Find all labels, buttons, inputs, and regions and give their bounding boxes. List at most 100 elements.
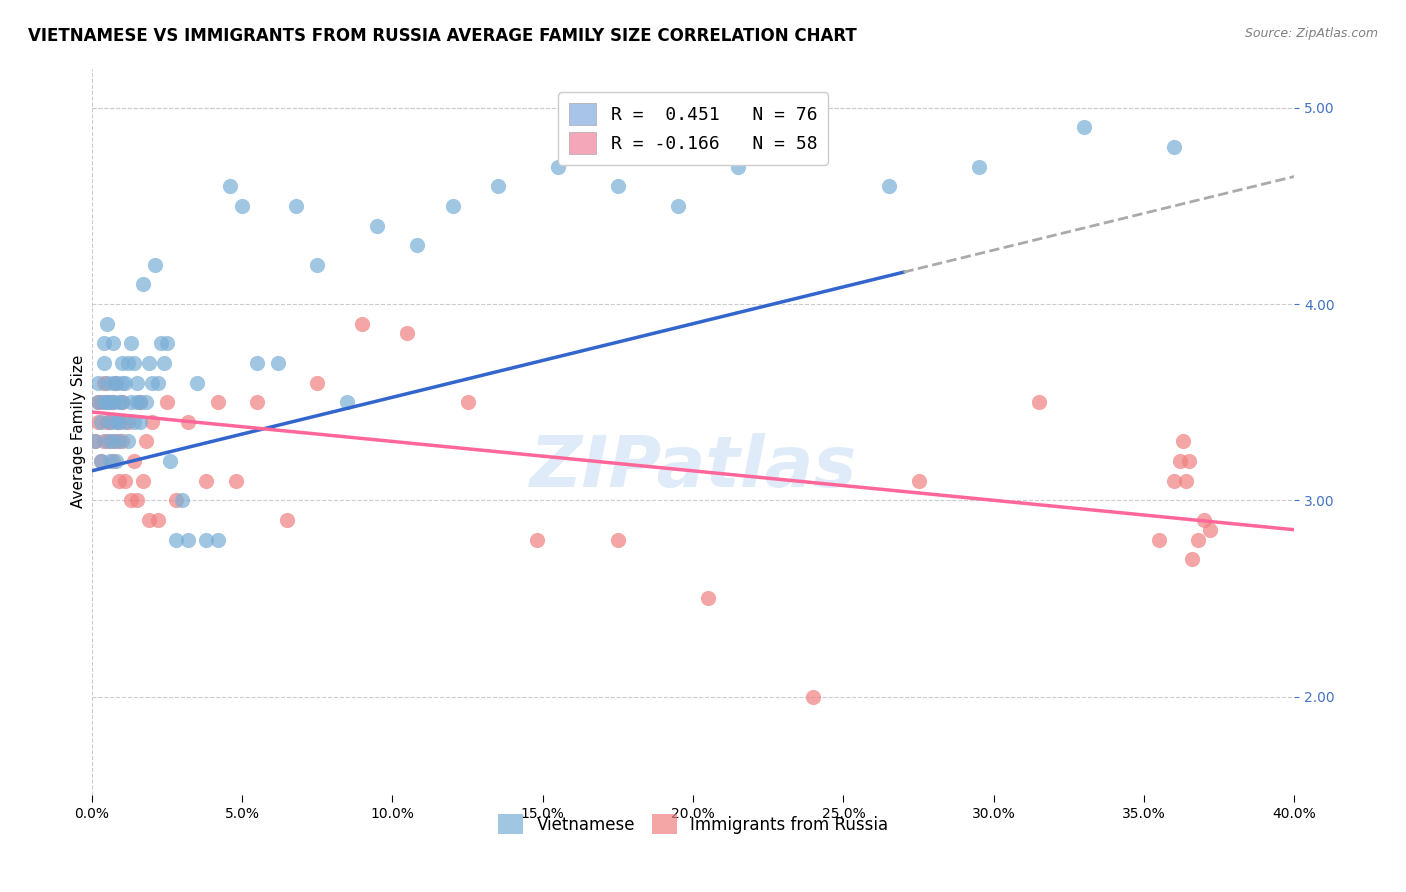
Point	[967, 160, 990, 174]
Point	[1147, 533, 1170, 547]
Point	[195, 533, 218, 547]
Point	[125, 493, 148, 508]
Point	[149, 336, 172, 351]
Point	[138, 513, 160, 527]
Point	[129, 415, 152, 429]
Point	[336, 395, 359, 409]
Point	[307, 258, 329, 272]
Point	[104, 415, 127, 429]
Point	[96, 395, 118, 409]
Point	[114, 376, 136, 390]
Text: ZIPatlas: ZIPatlas	[530, 434, 856, 502]
Point	[186, 376, 208, 390]
Point	[108, 415, 131, 429]
Point	[526, 533, 548, 547]
Point	[441, 199, 464, 213]
Point	[396, 326, 419, 341]
Point	[877, 179, 900, 194]
Point	[93, 395, 115, 409]
Point	[141, 415, 163, 429]
Point	[125, 376, 148, 390]
Point	[104, 454, 127, 468]
Point	[93, 376, 115, 390]
Point	[165, 533, 187, 547]
Point	[207, 395, 229, 409]
Text: VIETNAMESE VS IMMIGRANTS FROM RUSSIA AVERAGE FAMILY SIZE CORRELATION CHART: VIETNAMESE VS IMMIGRANTS FROM RUSSIA AVE…	[28, 27, 856, 45]
Point	[1199, 523, 1222, 537]
Point	[111, 434, 134, 449]
Point	[177, 415, 200, 429]
Point	[90, 454, 112, 468]
Point	[111, 395, 134, 409]
Point	[366, 219, 388, 233]
Point	[114, 474, 136, 488]
Point	[156, 395, 179, 409]
Point	[457, 395, 479, 409]
Point	[98, 434, 121, 449]
Point	[246, 395, 269, 409]
Point	[132, 474, 155, 488]
Point	[96, 317, 118, 331]
Point	[141, 376, 163, 390]
Point	[101, 376, 124, 390]
Point	[165, 493, 187, 508]
Point	[96, 395, 118, 409]
Point	[267, 356, 290, 370]
Point	[1163, 474, 1185, 488]
Point	[135, 434, 157, 449]
Point	[117, 434, 139, 449]
Point	[607, 179, 630, 194]
Point	[93, 336, 115, 351]
Point	[117, 356, 139, 370]
Point	[117, 415, 139, 429]
Point	[1175, 474, 1198, 488]
Point	[1187, 533, 1209, 547]
Point	[83, 434, 105, 449]
Point	[170, 493, 193, 508]
Point	[219, 179, 242, 194]
Point	[907, 474, 929, 488]
Point	[98, 454, 121, 468]
Point	[90, 415, 112, 429]
Point	[96, 434, 118, 449]
Point	[114, 415, 136, 429]
Point	[96, 376, 118, 390]
Point	[1073, 120, 1095, 135]
Point	[153, 356, 176, 370]
Point	[87, 395, 110, 409]
Point	[1178, 454, 1201, 468]
Point	[104, 376, 127, 390]
Point	[108, 395, 131, 409]
Point	[276, 513, 298, 527]
Point	[93, 434, 115, 449]
Point	[108, 415, 131, 429]
Point	[801, 140, 824, 154]
Point	[101, 336, 124, 351]
Point	[87, 376, 110, 390]
Point	[138, 356, 160, 370]
Legend: Vietnamese, Immigrants from Russia: Vietnamese, Immigrants from Russia	[488, 804, 898, 845]
Point	[111, 395, 134, 409]
Point	[1192, 513, 1215, 527]
Point	[125, 395, 148, 409]
Point	[159, 454, 181, 468]
Point	[727, 160, 749, 174]
Point	[547, 160, 569, 174]
Point	[405, 238, 427, 252]
Point	[177, 533, 200, 547]
Point	[129, 395, 152, 409]
Point	[486, 179, 509, 194]
Point	[122, 454, 145, 468]
Point	[135, 395, 157, 409]
Point	[1168, 454, 1191, 468]
Point	[120, 395, 142, 409]
Point	[87, 415, 110, 429]
Text: Source: ZipAtlas.com: Source: ZipAtlas.com	[1244, 27, 1378, 40]
Point	[132, 277, 155, 292]
Point	[104, 434, 127, 449]
Y-axis label: Average Family Size: Average Family Size	[72, 355, 86, 508]
Point	[98, 395, 121, 409]
Point	[666, 199, 689, 213]
Point	[122, 356, 145, 370]
Point	[607, 533, 630, 547]
